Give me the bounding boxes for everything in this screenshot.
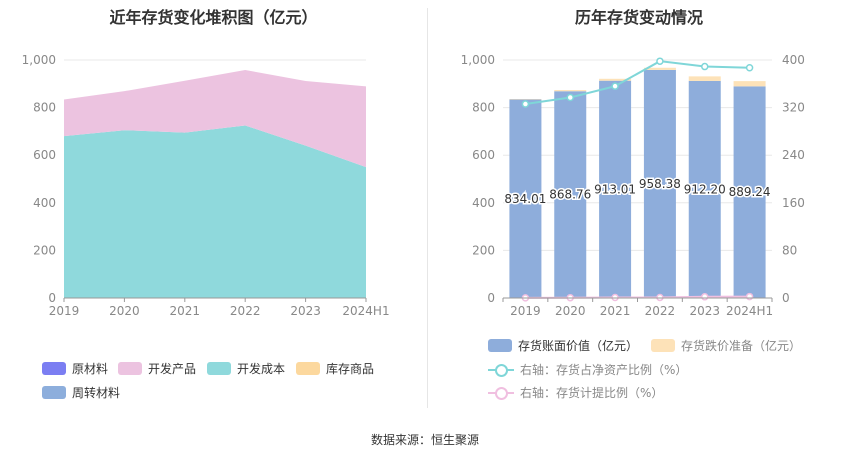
point-inventory-to-net-assets bbox=[521, 100, 530, 108]
left-chart-title: 近年存货变化堆积图（亿元） bbox=[109, 8, 318, 27]
left-y-tick-label: 800 bbox=[33, 101, 56, 115]
left-x-tick-label: 2021 bbox=[170, 304, 201, 318]
legend-swatch bbox=[488, 339, 512, 352]
right-y-tick-label: 600 bbox=[472, 148, 495, 162]
legend-item-right[interactable]: 右轴：存货占净资产比例（%） bbox=[488, 361, 687, 378]
left-y-tick-label: 1,000 bbox=[22, 53, 56, 67]
bar-book-value bbox=[554, 91, 587, 298]
legend-item-right[interactable]: 存货跌价准备（亿元） bbox=[651, 337, 801, 354]
left-y-tick-label: 600 bbox=[33, 148, 56, 162]
legend-item-left[interactable]: 周转材料 bbox=[42, 384, 120, 401]
left-x-tick-label: 2019 bbox=[49, 304, 80, 318]
bar-impairment bbox=[599, 78, 632, 81]
line-inventory-to-net-assets bbox=[525, 60, 750, 106]
right-x-tick-label: 2024H1 bbox=[726, 304, 773, 318]
right-x-tick-label: 2023 bbox=[689, 304, 720, 318]
bar-impairment bbox=[554, 90, 587, 92]
left-x-tick-label: 2020 bbox=[109, 304, 140, 318]
bar-data-label: 868.76 bbox=[549, 188, 591, 202]
left-x-tick-label: 2024H1 bbox=[342, 304, 389, 318]
legend-label: 右轴：存货占净资产比例（%） bbox=[520, 363, 688, 377]
right-y2-tick-label: 80 bbox=[782, 243, 797, 257]
bar-data-label: 913.01 bbox=[594, 182, 636, 196]
right-x-tick-label: 2022 bbox=[645, 304, 676, 318]
right-y2-tick-label: 240 bbox=[782, 148, 805, 162]
legend-label: 右轴：存货计提比例（%） bbox=[520, 386, 664, 400]
bar-data-label: 912.20 bbox=[684, 182, 726, 196]
point-inventory-to-net-assets bbox=[566, 93, 574, 102]
point-inventory-to-net-assets bbox=[611, 82, 619, 90]
point-provision-ratio bbox=[656, 293, 664, 302]
bar-impairment bbox=[733, 81, 766, 87]
left-y-tick-label: 400 bbox=[33, 196, 56, 210]
legend-swatch bbox=[42, 386, 66, 399]
legend-label: 库存商品 bbox=[326, 362, 375, 376]
legend-item-right[interactable]: 右轴：存货计提比例（%） bbox=[488, 384, 663, 401]
legend-swatch bbox=[118, 362, 142, 375]
left-x-tick-label: 2022 bbox=[230, 304, 261, 318]
bar-book-value bbox=[599, 80, 632, 299]
right-y2-tick-label: 160 bbox=[782, 196, 805, 210]
right-y-tick-label: 200 bbox=[472, 243, 495, 257]
point-provision-ratio bbox=[745, 292, 754, 301]
left-y-tick-label: 200 bbox=[33, 243, 56, 257]
legend-item-left[interactable]: 开发产品 bbox=[118, 360, 196, 377]
legend-item-left[interactable]: 库存商品 bbox=[296, 360, 374, 377]
bar-impairment bbox=[643, 67, 676, 70]
legend-item-left[interactable]: 开发成本 bbox=[207, 360, 285, 377]
legend-swatch bbox=[42, 362, 66, 375]
legend-label: 存货账面价值（亿元） bbox=[518, 339, 639, 353]
legend-label: 原材料 bbox=[72, 362, 109, 376]
left-y-tick-label: 0 bbox=[48, 291, 56, 305]
point-provision-ratio bbox=[701, 293, 709, 301]
right-y-tick-label: 800 bbox=[472, 101, 495, 115]
legend-label: 存货跌价准备（亿元） bbox=[681, 339, 802, 353]
bar-data-label: 958.38 bbox=[639, 177, 681, 191]
right-y-tick-label: 1,000 bbox=[461, 53, 495, 67]
right-chart-title: 历年存货变动情况 bbox=[574, 8, 703, 27]
right-y2-tick-label: 320 bbox=[782, 101, 805, 115]
point-inventory-to-net-assets bbox=[701, 62, 709, 71]
legend-label: 周转材料 bbox=[72, 386, 121, 400]
area-开发产品 bbox=[64, 69, 366, 168]
right-x-tick-label: 2019 bbox=[510, 304, 541, 318]
bar-book-value bbox=[643, 69, 676, 298]
point-inventory-to-net-assets bbox=[745, 63, 754, 72]
legend-line-swatch bbox=[488, 386, 514, 400]
legend-label: 开发产品 bbox=[148, 362, 197, 376]
right-y2-tick-label: 400 bbox=[782, 53, 805, 67]
bar-book-value bbox=[688, 80, 721, 299]
bar-impairment bbox=[688, 76, 721, 81]
data-source: 数据来源：恒生聚源 bbox=[370, 433, 479, 447]
left-x-tick-label: 2023 bbox=[290, 304, 321, 318]
panel-divider bbox=[427, 8, 428, 408]
point-inventory-to-net-assets bbox=[656, 57, 664, 65]
bar-data-label: 889.24 bbox=[729, 185, 771, 199]
right-x-tick-label: 2020 bbox=[555, 304, 586, 318]
bar-book-value bbox=[733, 86, 766, 299]
legend-swatch bbox=[207, 362, 231, 375]
right-y2-tick-label: 0 bbox=[782, 291, 790, 305]
bar-data-label: 834.01 bbox=[504, 192, 546, 206]
legend-line-swatch bbox=[488, 363, 514, 377]
legend-label: 开发成本 bbox=[237, 362, 286, 376]
legend-swatch bbox=[651, 339, 675, 352]
right-y-tick-label: 0 bbox=[487, 291, 495, 305]
right-x-tick-label: 2021 bbox=[600, 304, 631, 318]
legend-swatch bbox=[296, 362, 320, 375]
legend-item-right[interactable]: 存货账面价值（亿元） bbox=[488, 337, 638, 354]
right-y-tick-label: 400 bbox=[472, 196, 495, 210]
bar-book-value bbox=[509, 99, 542, 299]
legend-item-left[interactable]: 原材料 bbox=[42, 360, 108, 377]
area-开发成本 bbox=[64, 125, 366, 298]
